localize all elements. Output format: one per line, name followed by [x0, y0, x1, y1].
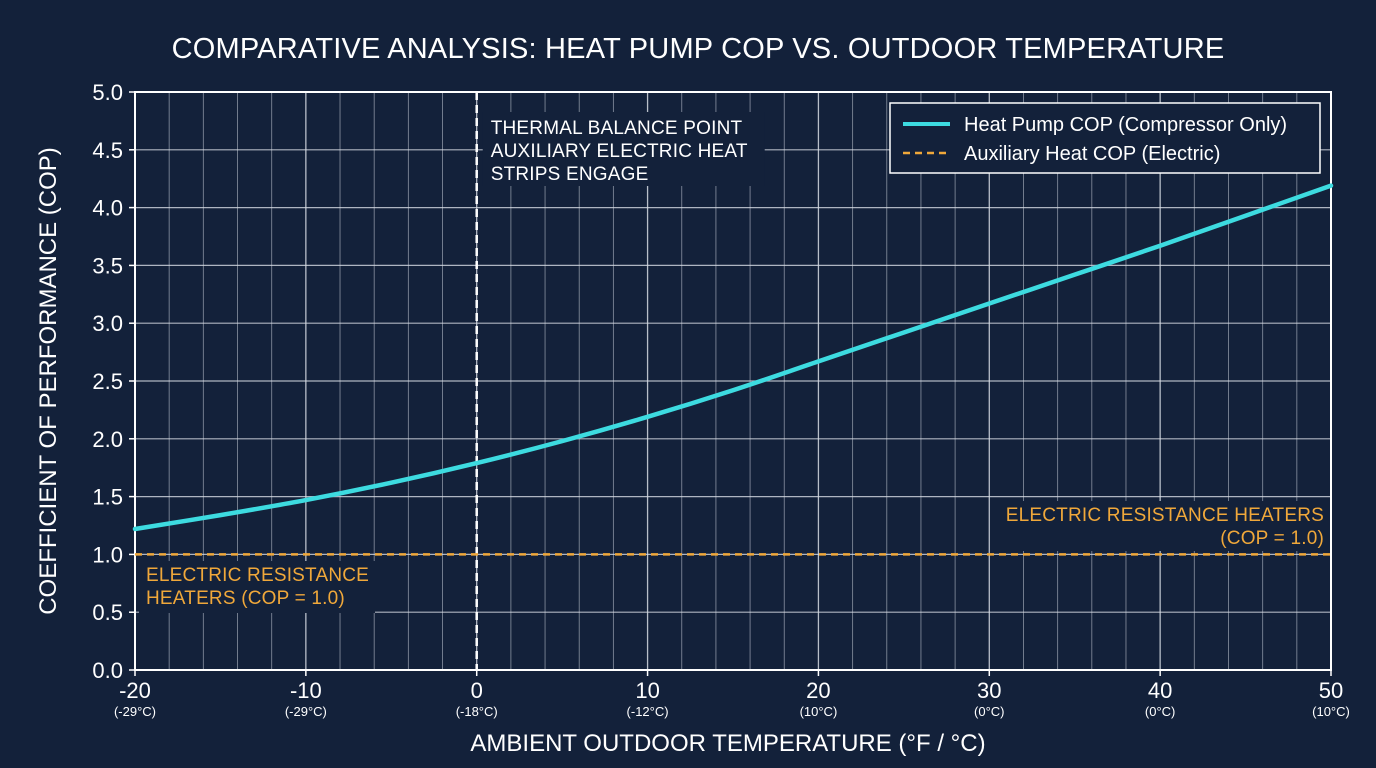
x-tick-label: -10 [290, 678, 322, 703]
y-tick-label: 2.5 [92, 369, 123, 394]
x-tick-sublabel: (-29°C) [285, 704, 327, 719]
y-axis-label: COEFFICIENT OF PERFORMANCE (COP) [35, 147, 62, 615]
series-line-heat-pump [132, 183, 1334, 532]
balance-annotation-line: STRIPS ENGAGE [491, 164, 649, 185]
x-tick-label: 0 [471, 678, 483, 703]
series-layer [132, 183, 1334, 556]
legend-box [889, 102, 1321, 174]
legend: Heat Pump COP (Compressor Only) Auxiliar… [889, 102, 1321, 174]
legend-label-auxiliary: Auxiliary Heat COP (Electric) [964, 143, 1220, 165]
y-tick-label: 1.5 [92, 485, 123, 510]
x-tick-sublabel: (10°C) [800, 704, 838, 719]
resistance-left-line: HEATERS (COP = 1.0) [146, 588, 345, 609]
resistance-right-line: (COP = 1.0) [1220, 528, 1324, 549]
resistance-left-line: ELECTRIC RESISTANCE [146, 565, 369, 586]
x-tick-label: 50 [1319, 678, 1343, 703]
y-tick-label: 2.0 [92, 427, 123, 452]
x-tick-label: 10 [635, 678, 659, 703]
y-tick-label: 5.0 [92, 80, 123, 105]
x-tick-sublabel: (0°C) [974, 704, 1004, 719]
resistance-annotation-right: ELECTRIC RESISTANCE HEATERS(COP = 1.0) [999, 501, 1327, 551]
chart-title: COMPARATIVE ANALYSIS: HEAT PUMP COP VS. … [172, 33, 1225, 65]
legend-label-heat-pump: Heat Pump COP (Compressor Only) [964, 114, 1287, 136]
resistance-left-backing [139, 561, 375, 613]
x-axis-label: AMBIENT OUTDOOR TEMPERATURE (°F / °C) [470, 730, 985, 757]
x-tick-label: 40 [1148, 678, 1172, 703]
x-tick-sublabel: (-18°C) [456, 704, 498, 719]
y-tick-label: 4.0 [92, 196, 123, 221]
resistance-right-line: ELECTRIC RESISTANCE HEATERS [1006, 505, 1324, 526]
x-tick-label: 30 [977, 678, 1001, 703]
y-tick-label: 4.5 [92, 138, 123, 163]
x-tick-sublabel: (0°C) [1145, 704, 1175, 719]
balance-annotation-line: AUXILIARY ELECTRIC HEAT [491, 141, 748, 162]
y-tick-label: 3.5 [92, 253, 123, 278]
balance-annotation-line: THERMAL BALANCE POINT [491, 118, 743, 139]
y-tick-label: 1.0 [92, 542, 123, 567]
x-tick-label: -20 [119, 678, 151, 703]
x-tick-sublabel: (10°C) [1312, 704, 1350, 719]
x-tick-label: 20 [806, 678, 830, 703]
x-tick-sublabel: (-29°C) [114, 704, 156, 719]
x-axis-ticks: -20(-29°C)-10(-29°C)0(-18°C)10(-12°C)20(… [114, 670, 1350, 719]
y-tick-label: 0.5 [92, 600, 123, 625]
y-axis-ticks: 0.0 0.5 1.0 1.5 2.0 2.5 3.0 3.5 4.0 4.5 5.0 [92, 80, 135, 683]
y-tick-label: 3.0 [92, 311, 123, 336]
resistance-right-backing [999, 501, 1327, 551]
balance-annotation-backing [482, 112, 765, 186]
x-tick-sublabel: (-12°C) [627, 704, 669, 719]
y-tick-label: 0.0 [92, 658, 123, 683]
